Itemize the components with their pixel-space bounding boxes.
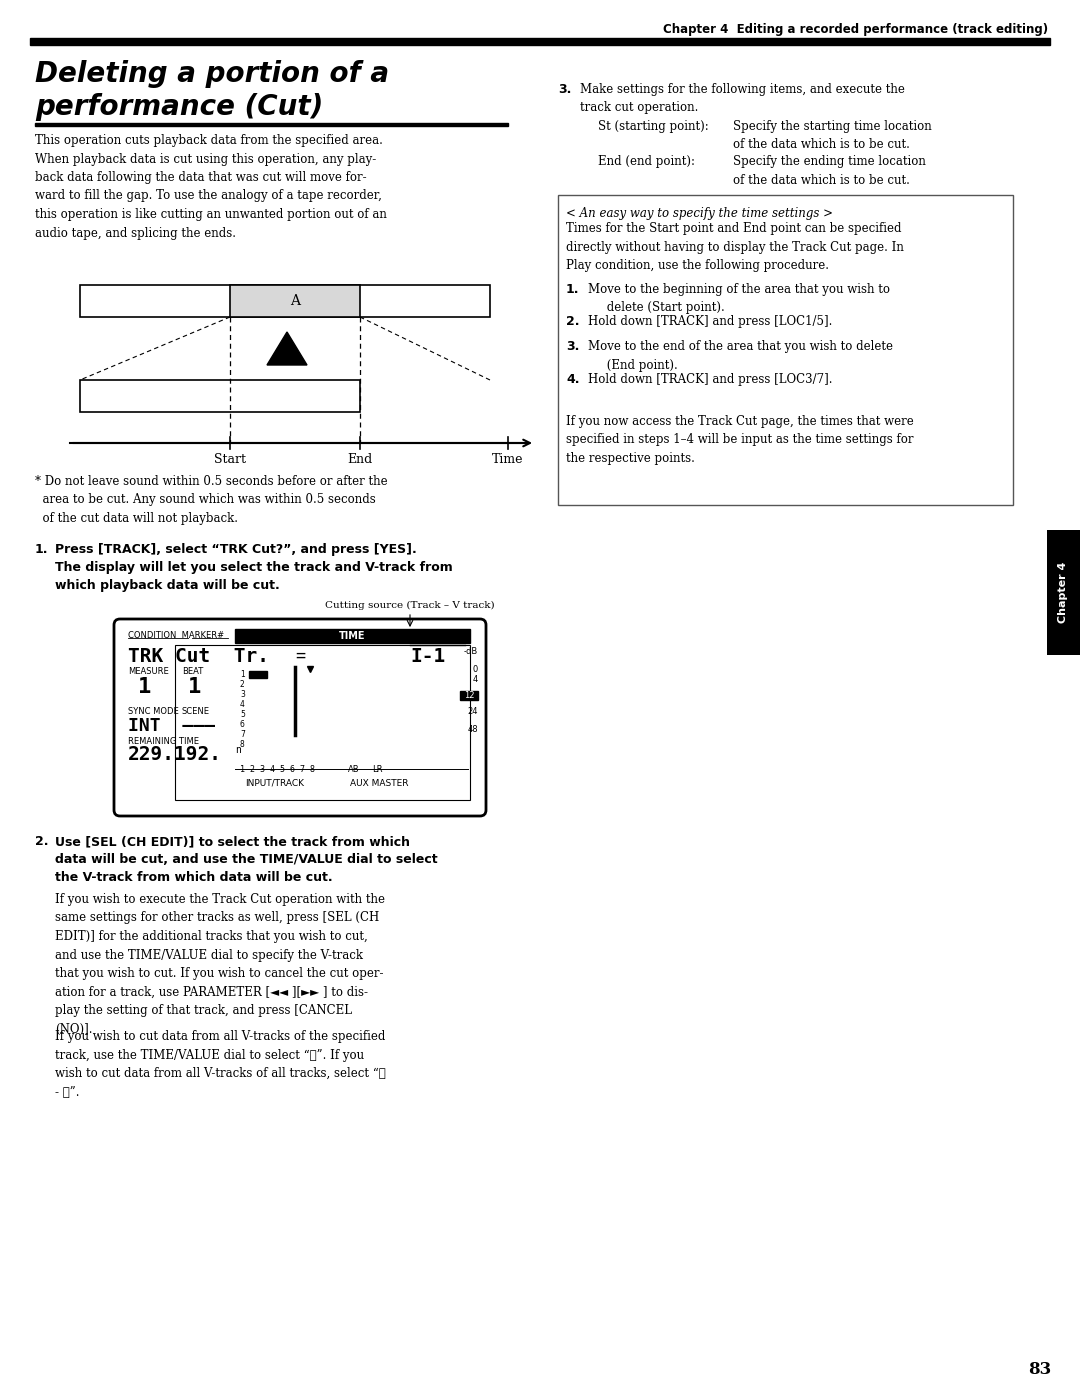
Bar <box>80 285 490 317</box>
Bar <box>235 629 470 643</box>
Text: n: n <box>235 745 241 754</box>
Text: 1: 1 <box>188 678 201 697</box>
Text: This operation cuts playback data from the specified area.
When playback data is: This operation cuts playback data from t… <box>35 134 387 239</box>
Text: If you now access the Track Cut page, the times that were
specified in steps 1–4: If you now access the Track Cut page, th… <box>566 415 914 465</box>
Bar <box>230 285 360 317</box>
Text: INT  ———: INT ——— <box>129 717 215 735</box>
Text: Deleting a portion of a: Deleting a portion of a <box>35 60 389 88</box>
Text: 7: 7 <box>240 731 245 739</box>
Text: 2.: 2. <box>566 314 580 328</box>
Text: Chapter 4: Chapter 4 <box>1058 562 1068 623</box>
Text: 83: 83 <box>1028 1362 1052 1379</box>
Polygon shape <box>267 332 307 365</box>
Text: 1.: 1. <box>566 284 580 296</box>
Text: -dB: -dB <box>463 647 478 657</box>
Text: 8: 8 <box>240 740 245 749</box>
Text: LR: LR <box>372 766 382 774</box>
Bar <box>35 123 508 126</box>
Text: TRK Cut  Tr.: TRK Cut Tr. <box>129 647 269 666</box>
Text: Start: Start <box>214 453 246 467</box>
Text: Move to the beginning of the area that you wish to
     delete (Start point).: Move to the beginning of the area that y… <box>588 284 890 314</box>
Bar <box>175 645 470 800</box>
Text: Hold down [TRACK] and press [LOC1/5].: Hold down [TRACK] and press [LOC1/5]. <box>588 314 833 328</box>
Text: 3: 3 <box>240 690 245 698</box>
Text: Hold down [TRACK] and press [LOC3/7].: Hold down [TRACK] and press [LOC3/7]. <box>588 373 833 386</box>
Text: End: End <box>348 453 373 467</box>
Text: REMAINING TIME: REMAINING TIME <box>129 738 199 746</box>
Text: * Do not leave sound within 0.5 seconds before or after the
  area to be cut. An: * Do not leave sound within 0.5 seconds … <box>35 475 388 525</box>
Text: St (starting point):: St (starting point): <box>598 120 708 133</box>
Text: If you wish to cut data from all V-tracks of the specified
track, use the TIME/V: If you wish to cut data from all V-track… <box>55 1030 386 1098</box>
Text: 4.: 4. <box>566 373 580 386</box>
Text: End (end point):: End (end point): <box>598 155 696 168</box>
Text: 3.: 3. <box>558 82 571 96</box>
Text: < An easy way to specify the time settings >: < An easy way to specify the time settin… <box>566 207 833 219</box>
Bar <box>30 38 1050 45</box>
Text: Chapter 4  Editing a recorded performance (track editing): Chapter 4 Editing a recorded performance… <box>663 24 1048 36</box>
Bar <box>1047 529 1080 655</box>
Text: 12: 12 <box>468 690 478 700</box>
Text: 12: 12 <box>463 692 474 700</box>
Text: Specify the starting time location
of the data which is to be cut.: Specify the starting time location of th… <box>733 120 932 151</box>
Text: TIME: TIME <box>339 631 366 641</box>
Bar <box>558 196 1013 504</box>
Text: BEAT: BEAT <box>183 666 203 676</box>
Text: 2.: 2. <box>35 835 49 848</box>
Text: SCENE: SCENE <box>183 707 210 717</box>
FancyBboxPatch shape <box>114 619 486 816</box>
Text: performance (Cut): performance (Cut) <box>35 94 323 122</box>
Text: 6: 6 <box>240 719 245 729</box>
Text: Times for the Start point and End point can be specified
directly without having: Times for the Start point and End point … <box>566 222 904 272</box>
Text: SYNC MODE: SYNC MODE <box>129 707 179 717</box>
Text: 3.: 3. <box>566 339 579 353</box>
Text: Specify the ending time location
of the data which is to be cut.: Specify the ending time location of the … <box>733 155 926 187</box>
Bar <box>80 380 360 412</box>
Text: 24: 24 <box>468 707 478 715</box>
Text: 4: 4 <box>240 700 245 710</box>
Text: Cutting source (Track – V track): Cutting source (Track – V track) <box>325 601 495 610</box>
Text: 1: 1 <box>240 671 245 679</box>
Text: 1: 1 <box>138 678 151 697</box>
Bar <box>460 692 478 700</box>
Text: CONDITION  MARKER#: CONDITION MARKER# <box>129 630 225 640</box>
Text: A: A <box>291 293 300 307</box>
Text: Move to the end of the area that you wish to delete
     (End point).: Move to the end of the area that you wis… <box>588 339 893 372</box>
Text: Use [SEL (CH EDIT)] to select the track from which
data will be cut, and use the: Use [SEL (CH EDIT)] to select the track … <box>55 835 437 884</box>
Text: 0: 0 <box>473 665 478 673</box>
Text: AUX MASTER: AUX MASTER <box>350 780 408 788</box>
Text: Press [TRACK], select “TRK Cut?”, and press [YES].
The display will let you sele: Press [TRACK], select “TRK Cut?”, and pr… <box>55 543 453 592</box>
Text: Time: Time <box>492 453 524 467</box>
Text: Make settings for the following items, and execute the
track cut operation.: Make settings for the following items, a… <box>580 82 905 115</box>
Text: =: = <box>295 647 305 665</box>
Text: I-1: I-1 <box>410 647 445 666</box>
Text: 1.: 1. <box>35 543 49 556</box>
Text: MEASURE: MEASURE <box>129 666 168 676</box>
Text: AB: AB <box>348 766 360 774</box>
Text: 1 2 3 4 5 6 7 8: 1 2 3 4 5 6 7 8 <box>240 766 315 774</box>
Text: 5: 5 <box>240 710 245 719</box>
Text: 229.192.: 229.192. <box>129 745 222 764</box>
Text: 4: 4 <box>473 675 478 683</box>
Text: INPUT/TRACK: INPUT/TRACK <box>245 780 303 788</box>
Bar <box>249 671 267 678</box>
Text: 2: 2 <box>240 680 245 689</box>
Text: If you wish to execute the Track Cut operation with the
same settings for other : If you wish to execute the Track Cut ope… <box>55 893 384 1035</box>
Text: 48: 48 <box>468 725 478 733</box>
